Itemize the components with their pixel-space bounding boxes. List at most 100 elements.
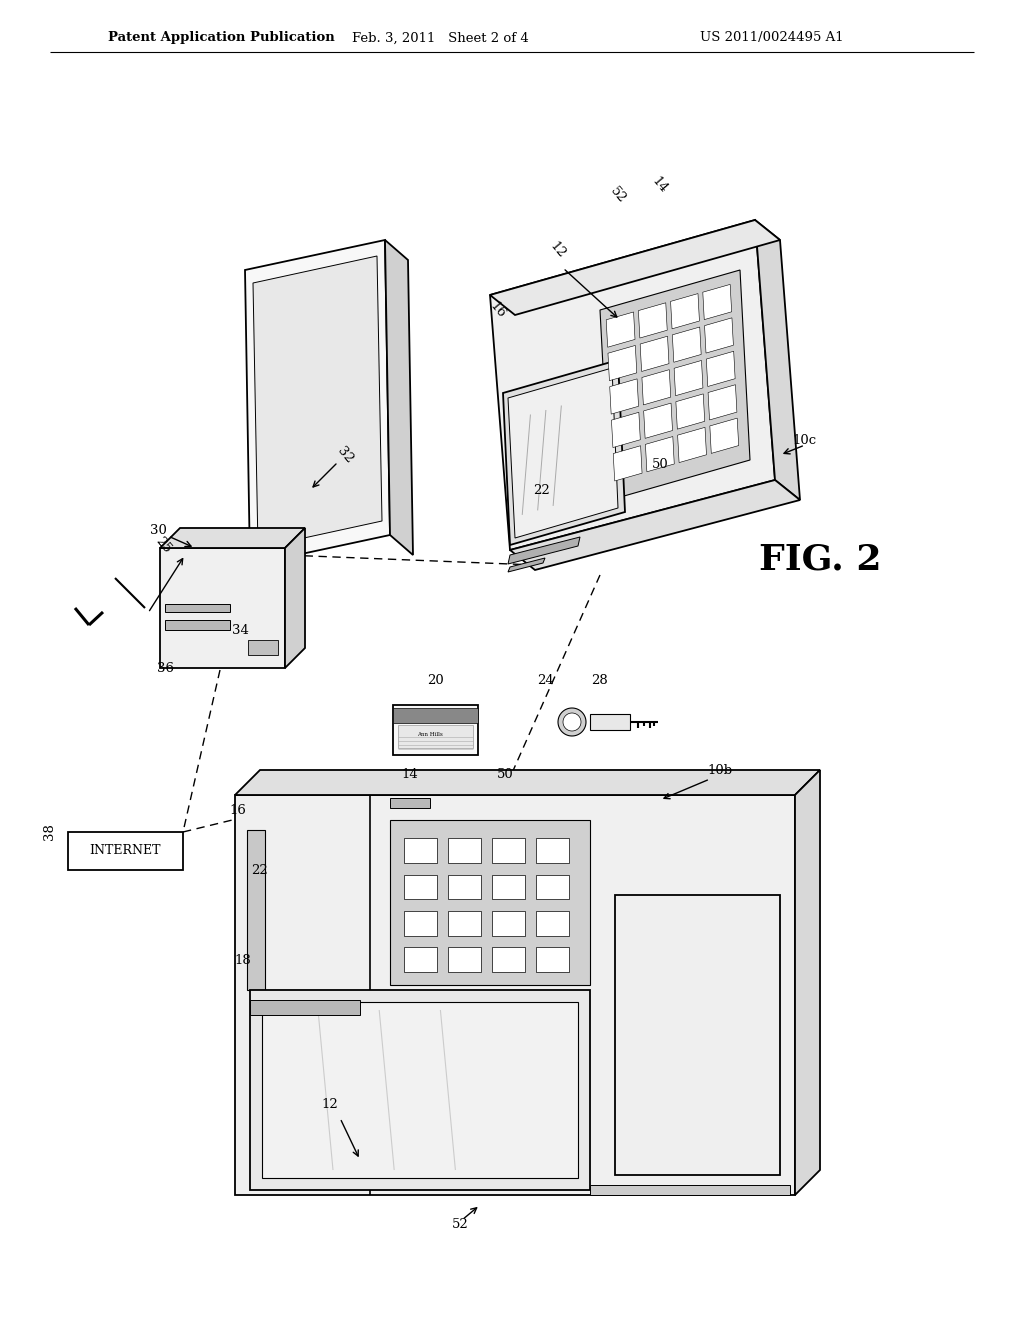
Text: 32: 32 (335, 445, 355, 466)
Text: 36: 36 (157, 661, 173, 675)
Polygon shape (262, 1002, 578, 1177)
Polygon shape (247, 830, 265, 990)
Text: FIG. 2: FIG. 2 (759, 543, 882, 577)
Text: INTERNET: INTERNET (90, 845, 161, 858)
Polygon shape (404, 838, 437, 863)
Text: 14: 14 (649, 174, 671, 195)
Polygon shape (615, 895, 780, 1175)
Text: Patent Application Publication: Patent Application Publication (108, 32, 335, 45)
Polygon shape (708, 384, 737, 420)
Polygon shape (609, 379, 639, 414)
Text: 12: 12 (322, 1098, 338, 1111)
Text: 30: 30 (150, 524, 167, 536)
Polygon shape (165, 605, 230, 612)
Polygon shape (449, 911, 481, 936)
Polygon shape (392, 708, 477, 722)
Polygon shape (590, 714, 630, 730)
Text: 18: 18 (234, 953, 251, 966)
Text: 22: 22 (534, 483, 550, 496)
Text: 24: 24 (537, 673, 553, 686)
Text: 52: 52 (607, 185, 629, 206)
Polygon shape (234, 795, 795, 1195)
Text: 38: 38 (43, 824, 56, 841)
Polygon shape (285, 528, 305, 668)
Text: 25: 25 (153, 535, 173, 556)
Polygon shape (490, 220, 775, 550)
Text: 34: 34 (231, 623, 249, 636)
Polygon shape (640, 337, 669, 371)
Polygon shape (503, 360, 625, 545)
Polygon shape (608, 346, 637, 380)
Polygon shape (160, 528, 305, 548)
Polygon shape (644, 403, 673, 438)
Polygon shape (248, 640, 278, 655)
Text: 14: 14 (401, 768, 419, 781)
Text: 10c: 10c (793, 433, 817, 446)
Polygon shape (536, 838, 568, 863)
Polygon shape (755, 220, 800, 500)
Text: 50: 50 (651, 458, 669, 471)
Polygon shape (390, 799, 430, 808)
Polygon shape (642, 370, 671, 405)
Polygon shape (245, 240, 390, 565)
Polygon shape (676, 393, 705, 429)
Polygon shape (508, 537, 580, 564)
Polygon shape (710, 418, 738, 453)
Polygon shape (611, 412, 640, 447)
Polygon shape (702, 284, 731, 319)
Polygon shape (707, 351, 735, 387)
Polygon shape (613, 446, 642, 480)
Polygon shape (253, 256, 382, 548)
Polygon shape (390, 820, 590, 985)
Polygon shape (392, 705, 477, 755)
Polygon shape (645, 437, 674, 471)
Polygon shape (490, 220, 780, 315)
Polygon shape (165, 620, 230, 630)
Text: 10b: 10b (708, 763, 732, 776)
Polygon shape (404, 911, 437, 936)
Polygon shape (508, 558, 545, 572)
Polygon shape (674, 360, 702, 396)
Polygon shape (385, 240, 413, 554)
Text: 16: 16 (487, 300, 508, 321)
Polygon shape (536, 948, 568, 972)
Polygon shape (404, 875, 437, 899)
Polygon shape (563, 713, 581, 731)
Polygon shape (638, 302, 668, 338)
Polygon shape (590, 1185, 790, 1195)
Polygon shape (160, 548, 285, 668)
Polygon shape (492, 911, 524, 936)
Text: 28: 28 (592, 673, 608, 686)
Text: 22: 22 (252, 863, 268, 876)
Polygon shape (600, 271, 750, 500)
Polygon shape (234, 770, 820, 795)
Polygon shape (508, 368, 618, 539)
Text: 50: 50 (497, 768, 513, 781)
Polygon shape (492, 838, 524, 863)
Polygon shape (404, 948, 437, 972)
Polygon shape (606, 312, 635, 347)
Polygon shape (671, 293, 699, 329)
Polygon shape (678, 428, 707, 462)
Polygon shape (449, 875, 481, 899)
Polygon shape (397, 725, 472, 747)
Polygon shape (250, 1001, 360, 1015)
Polygon shape (558, 708, 586, 737)
Polygon shape (536, 911, 568, 936)
Polygon shape (705, 318, 733, 352)
Text: US 2011/0024495 A1: US 2011/0024495 A1 (700, 32, 844, 45)
Text: Feb. 3, 2011   Sheet 2 of 4: Feb. 3, 2011 Sheet 2 of 4 (351, 32, 528, 45)
Polygon shape (510, 480, 800, 570)
Text: 12: 12 (548, 239, 568, 260)
Polygon shape (492, 875, 524, 899)
FancyBboxPatch shape (68, 832, 183, 870)
Text: 52: 52 (452, 1218, 468, 1232)
Polygon shape (536, 875, 568, 899)
Polygon shape (795, 770, 820, 1195)
Polygon shape (492, 948, 524, 972)
Text: 16: 16 (229, 804, 247, 817)
Polygon shape (673, 327, 701, 362)
Polygon shape (449, 948, 481, 972)
Polygon shape (250, 990, 590, 1191)
Polygon shape (449, 838, 481, 863)
